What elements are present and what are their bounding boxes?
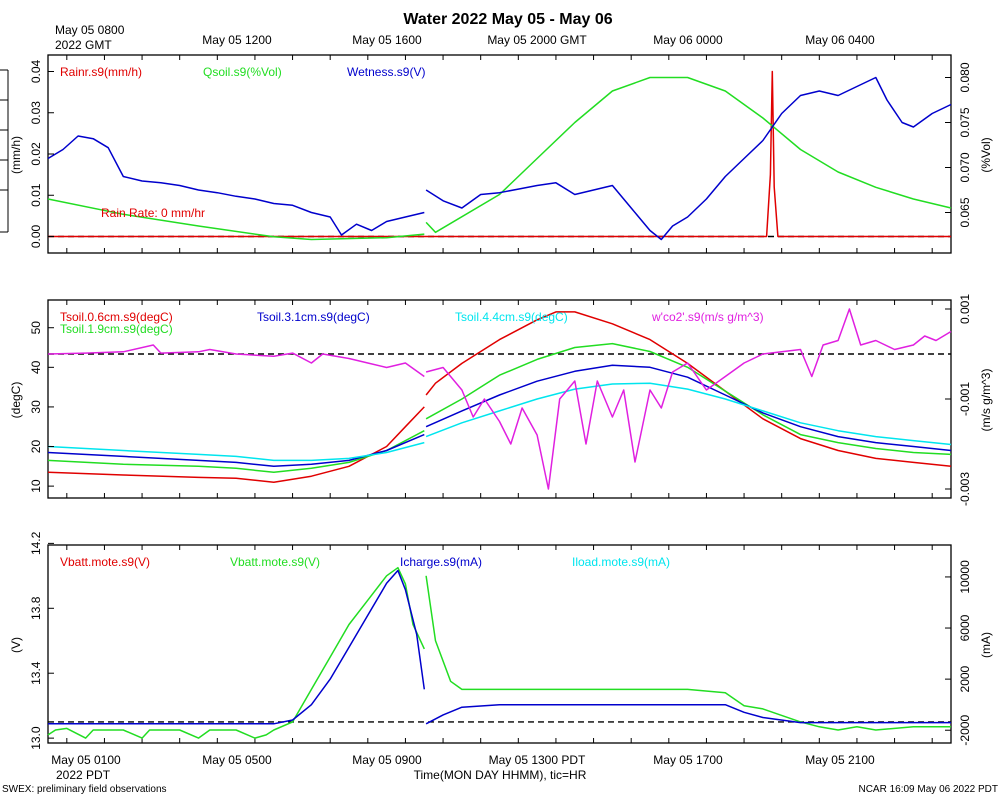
legend-qsoil: Qsoil.s9(%Vol) xyxy=(203,65,282,79)
top-time-label-5: May 06 0400 xyxy=(805,33,875,47)
legend-wetness: Wetness.s9(V) xyxy=(347,65,425,79)
legend-vbatt-green: Vbatt.mote.s9(V) xyxy=(230,555,320,569)
y-right-tick-label-p3-2: 6000 xyxy=(958,614,972,641)
panel1-left-axis-label: (mm/h) xyxy=(9,136,23,174)
series-line-p1-2-seg1 xyxy=(425,76,952,241)
y-left-tick-label-p2-3: 40 xyxy=(29,360,43,374)
y-left-tick-label-p2-0: 10 xyxy=(29,479,43,493)
bottom-time-label-4: May 05 1300 PDT xyxy=(489,753,586,767)
y-left-tick-label-p3-0: 13.0 xyxy=(29,726,43,750)
panel2-left-axis-label: (degC) xyxy=(9,382,23,419)
footer-right: NCAR 16:09 May 06 2022 PDT xyxy=(858,784,998,795)
series-line-p2-0-seg1 xyxy=(425,311,952,468)
series-line-p2-2-seg1 xyxy=(425,364,952,452)
y-right-tick-label-p2-2: 0.001 xyxy=(958,294,972,324)
legend-iload: Iload.mote.s9(mA) xyxy=(572,555,670,569)
y-right-tick-label-p1-3: 0.080 xyxy=(958,62,972,92)
series-line-p2-4-seg0 xyxy=(47,344,425,378)
x-axis-label: Time(MON DAY HHMM), tic=HR xyxy=(414,768,587,782)
series-line-p1-0-seg0 xyxy=(48,70,951,238)
y-left-tick-label-p1-0: 0.00 xyxy=(29,224,43,248)
panel-power-frame xyxy=(47,544,952,744)
y-right-tick-label-p1-0: 0.065 xyxy=(958,197,972,227)
series-line-p2-1-seg0 xyxy=(47,430,425,474)
y-left-tick-label-p2-4: 50 xyxy=(29,321,43,335)
y-left-tick-label-p1-3: 0.03 xyxy=(29,101,43,125)
y-axis-ticks: 0.00 0.01 0.02 0.03 0.04 0.065 0.070 0.075 0.080… xyxy=(29,59,972,749)
top-time-label-3: May 05 2000 GMT xyxy=(487,33,587,47)
top-time-label-1: May 05 1200 xyxy=(202,33,272,47)
y-left-tick-label-p2-2: 30 xyxy=(29,400,43,414)
series-line-p2-3-seg0 xyxy=(47,441,425,462)
y-left-tick-label-p3-3: 14.2 xyxy=(29,531,43,555)
series-line-p1-1-seg1 xyxy=(425,76,952,234)
series-line-p1-1-seg0 xyxy=(47,198,425,241)
y-right-tick-label-p3-0: -2000 xyxy=(958,715,972,746)
legend-tsoil-06: Tsoil.0.6cm.s9(degC) xyxy=(60,310,173,324)
bottom-time-label-6: May 05 2100 xyxy=(805,753,875,767)
series-line-p3-1-seg1 xyxy=(425,575,951,731)
panel3-right-axis-label: (mA) xyxy=(979,632,993,658)
panel2-right-axis-label: (m/s g/m^3) xyxy=(979,369,993,432)
y-left-tick-label-p3-1: 13.4 xyxy=(29,661,43,685)
y-right-tick-label-p3-3: 10000 xyxy=(958,560,972,594)
y-right-tick-label-p2-1: -0.001 xyxy=(958,382,972,416)
series-lines xyxy=(47,70,952,739)
legend-tsoil-31: Tsoil.3.1cm.s9(degC) xyxy=(257,310,370,324)
x-time-ticks xyxy=(66,55,933,743)
series-line-p1-2-seg0 xyxy=(47,135,425,236)
series-line-p3-2-seg1 xyxy=(425,703,951,725)
bottom-time-label-1: May 05 0100 xyxy=(51,753,121,767)
y-right-tick-label-p1-2: 0.075 xyxy=(958,107,972,137)
series-line-p3-1-seg0 xyxy=(47,566,425,739)
series-line-p2-1-seg1 xyxy=(425,342,952,456)
y-right-tick-label-p3-1: 2000 xyxy=(958,665,972,692)
y-left-tick-label-p3-2: 13.8 xyxy=(29,596,43,620)
legend-wco2: w'co2'.s9(m/s g/m^3) xyxy=(651,310,764,324)
series-line-p2-2-seg0 xyxy=(47,433,425,468)
bottom-time-label-3: May 05 0900 xyxy=(352,753,422,767)
series-line-p2-0-seg0 xyxy=(47,406,425,483)
chart-title: Water 2022 May 05 - May 06 xyxy=(403,11,612,28)
panel3-left-axis-label: (V) xyxy=(9,637,23,653)
panel1-right-axis-label: (%Vol) xyxy=(979,137,993,172)
y-right-tick-label-p2-0: -0.003 xyxy=(958,472,972,506)
top-time-label-2: May 05 1600 xyxy=(352,33,422,47)
series-line-p2-4-seg1 xyxy=(425,308,952,490)
bottom-start-year: 2022 PDT xyxy=(56,768,111,782)
panel-soil-frame xyxy=(47,299,952,499)
left-edge-stubs xyxy=(0,69,9,233)
y-left-tick-label-p1-1: 0.01 xyxy=(29,183,43,207)
legend-icharge: Icharge.s9(mA) xyxy=(400,555,482,569)
series-line-p2-3-seg1 xyxy=(425,382,952,446)
y-right-tick-label-p1-1: 0.070 xyxy=(958,152,972,182)
y-left-tick-label-p1-2: 0.02 xyxy=(29,142,43,166)
bottom-time-label-5: May 05 1700 xyxy=(653,753,723,767)
rain-rate-annotation: Rain Rate: 0 mm/hr xyxy=(101,206,205,220)
top-start-label-1: May 05 0800 xyxy=(55,23,125,37)
top-start-label-2: 2022 GMT xyxy=(55,38,112,52)
top-time-label-4: May 06 0000 xyxy=(653,33,723,47)
series-line-p3-2-seg0 xyxy=(48,569,426,725)
legend-rainr: Rainr.s9(mm/h) xyxy=(60,65,142,79)
bottom-time-label-2: May 05 0500 xyxy=(202,753,272,767)
legend-tsoil-19: Tsoil.1.9cm.s9(degC) xyxy=(60,322,173,336)
y-left-tick-label-p2-1: 20 xyxy=(29,440,43,454)
footer-left: SWEX: preliminary field observations xyxy=(2,784,167,795)
legend-vbatt-red: Vbatt.mote.s9(V) xyxy=(60,555,150,569)
legend-tsoil-44: Tsoil.4.4cm.s9(degC) xyxy=(455,310,568,324)
y-left-tick-label-p1-4: 0.04 xyxy=(29,59,43,83)
